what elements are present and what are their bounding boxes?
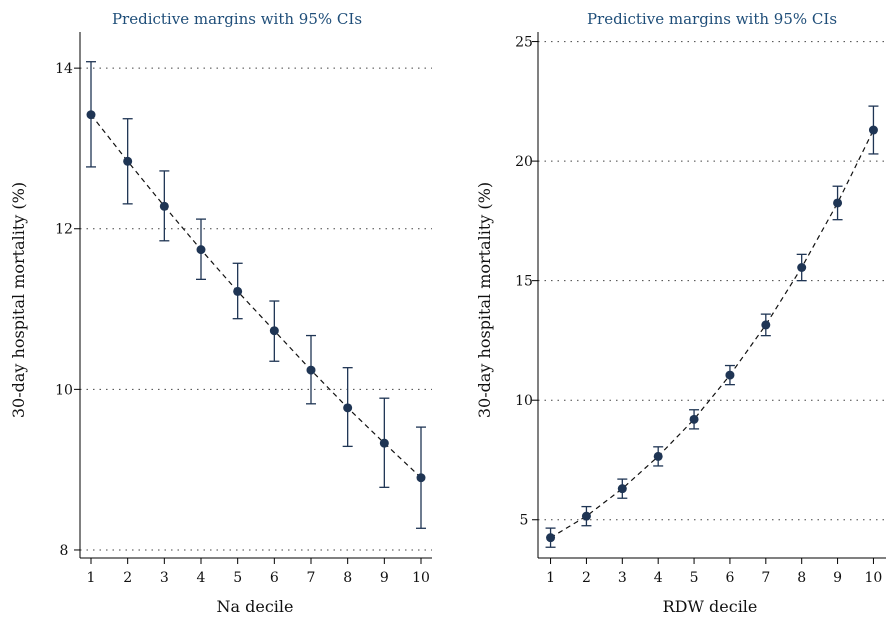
data-point: [797, 263, 807, 273]
x-tick-label: 5: [233, 570, 242, 586]
data-point: [581, 511, 591, 521]
data-point: [379, 438, 389, 448]
data-point: [159, 201, 169, 211]
y-tick-label: 20: [515, 154, 533, 170]
panel-title: Predictive margins with 95% CIs: [112, 10, 362, 28]
data-point: [196, 245, 206, 255]
y-tick-label: 10: [55, 382, 73, 398]
y-axis-label: 30-day hospital mortality (%): [475, 182, 494, 418]
x-tick-label: 5: [690, 570, 699, 586]
y-tick-label: 8: [60, 543, 69, 559]
data-point: [689, 414, 699, 424]
y-tick-label: 25: [515, 35, 533, 51]
x-tick-label: 9: [380, 570, 389, 586]
panel-rdw-decile: Predictive margins with 95% CIs RDW deci…: [475, 10, 886, 616]
y-tick-label: 14: [55, 61, 73, 77]
data-point: [233, 286, 243, 296]
x-tick-label: 7: [761, 570, 770, 586]
x-tick-label: 6: [270, 570, 279, 586]
x-tick-label: 7: [307, 570, 316, 586]
x-tick-label: 4: [654, 570, 663, 586]
x-tick-label: 2: [582, 570, 591, 586]
data-point: [416, 473, 426, 483]
data-point: [343, 403, 353, 413]
x-tick-label: 10: [412, 570, 430, 586]
fit-line: [90, 114, 422, 479]
x-tick-label: 10: [865, 570, 883, 586]
y-tick-label: 10: [515, 393, 533, 409]
y-tick-label: 15: [515, 274, 533, 290]
x-tick-label: 1: [546, 570, 555, 586]
y-axis-label: 30-day hospital mortality (%): [9, 182, 28, 418]
y-tick-label: 5: [520, 513, 529, 529]
x-tick-label: 6: [725, 570, 734, 586]
x-tick-label: 8: [343, 570, 352, 586]
x-axis-label: RDW decile: [663, 597, 758, 616]
data-point: [725, 370, 735, 380]
data-point: [833, 198, 843, 208]
x-tick-label: 4: [197, 570, 206, 586]
data-point: [306, 365, 316, 375]
data-point: [653, 451, 663, 461]
x-tick-label: 8: [797, 570, 806, 586]
data-point: [761, 320, 771, 330]
data-point: [86, 110, 96, 120]
x-tick-label: 9: [833, 570, 842, 586]
fit-line: [550, 129, 874, 539]
panel-title: Predictive margins with 95% CIs: [587, 10, 837, 28]
data-point: [123, 156, 133, 166]
x-axis-label: Na decile: [217, 597, 294, 616]
data-point: [269, 326, 279, 336]
panel-na-decile: Predictive margins with 95% CIs Na decil…: [9, 10, 432, 616]
y-tick-label: 12: [55, 222, 73, 238]
x-tick-label: 3: [160, 570, 169, 586]
x-tick-label: 3: [618, 570, 627, 586]
data-point: [868, 125, 878, 135]
x-tick-label: 1: [87, 570, 96, 586]
x-tick-label: 2: [123, 570, 132, 586]
data-point: [617, 484, 627, 494]
data-point: [546, 533, 556, 543]
